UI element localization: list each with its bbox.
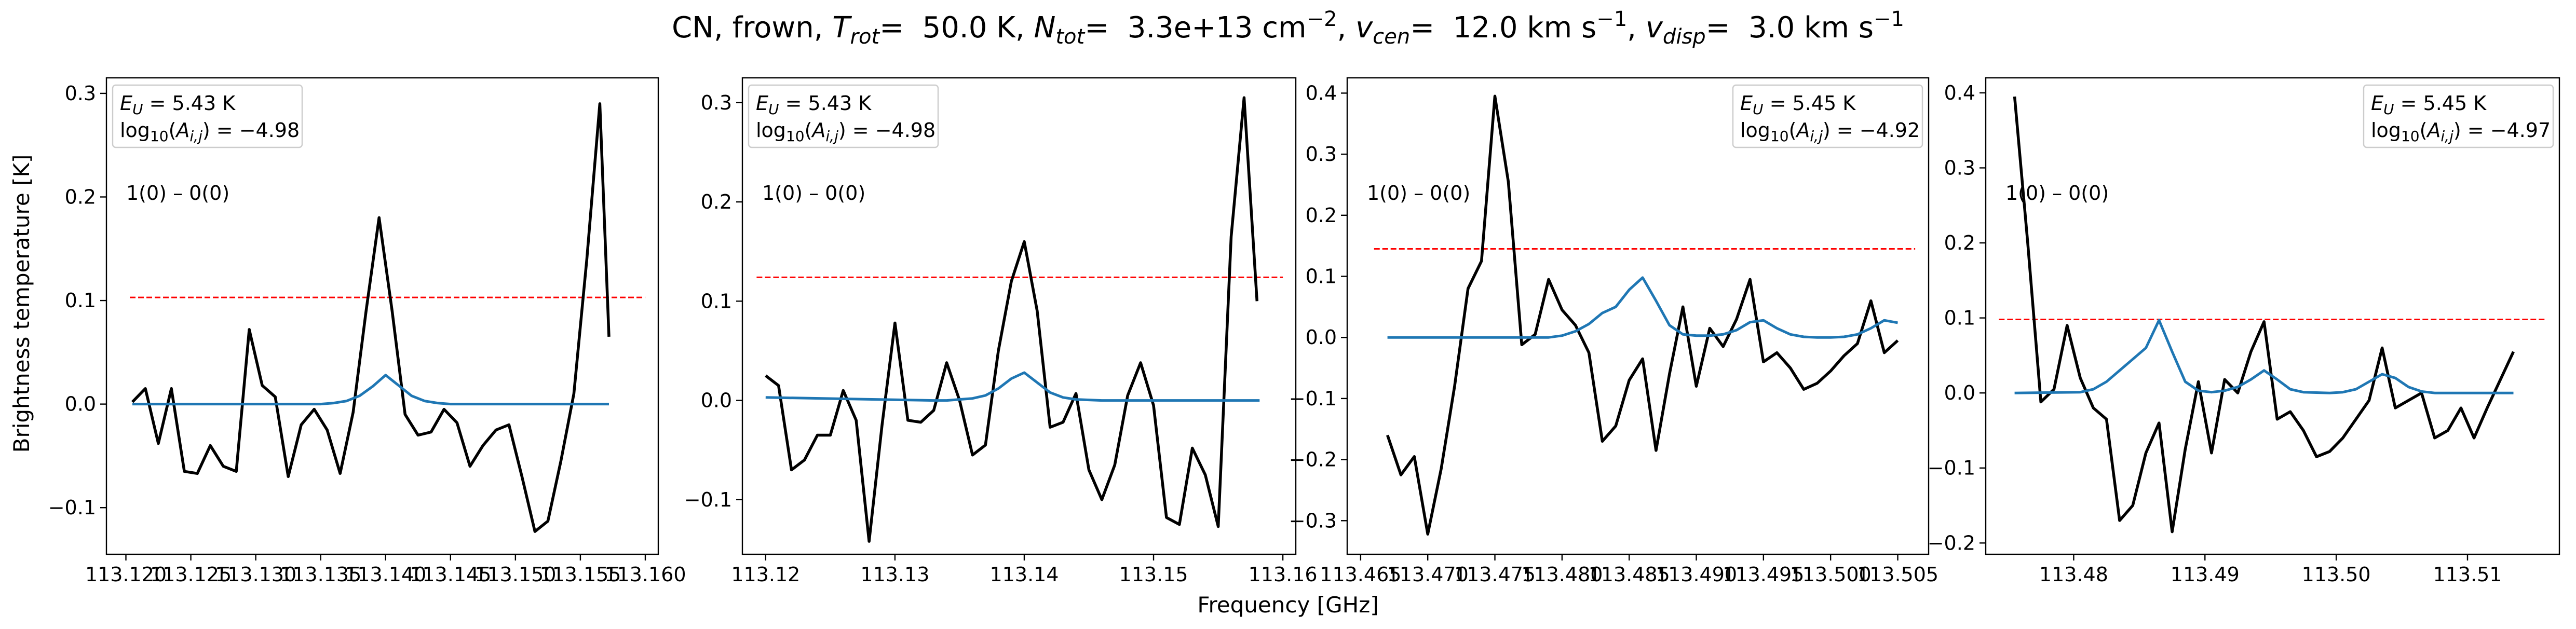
panel-3: 113.465113.470113.475113.480113.485113.4… [1289,77,1938,586]
y-tick-label: −0.1 [684,488,732,511]
axes-frame [741,77,1297,555]
x-tick-label: 113.155 [539,563,621,586]
y-tick-label: 0.3 [65,82,96,105]
energy-label: EU = 5.43 K [756,92,872,118]
x-tick-label: 113.470 [1387,563,1469,586]
observed-spectrum-line [1386,94,1899,536]
observed-spectrum-line [765,96,1259,543]
x-tick-label: 113.15 [1119,563,1188,586]
model-spectrum-line [765,371,1260,402]
model-spectrum-line [1387,276,1898,339]
transition-label: 1(0) – 0(0) [126,182,229,204]
axes-frame [105,77,659,555]
y-tick-label: 0.1 [1306,265,1337,288]
axes-frame [1346,77,1930,555]
y-tick-label: 0.3 [1944,156,1975,179]
panel-1: 113.120113.125113.130113.135113.140113.1… [48,77,686,586]
x-tick-label: 113.49 [2171,563,2240,586]
x-tick-label: 113.150 [474,563,556,586]
x-tick-label: 113.140 [345,563,426,586]
y-tick-label: −0.1 [1928,457,1975,480]
x-tick-label: 113.495 [1723,563,1804,586]
y-tick-label: 0.3 [1306,143,1337,166]
observed-spectrum-line [131,102,611,533]
x-tick-label: 113.135 [280,563,361,586]
x-tick-label: 113.465 [1320,563,1401,586]
panels: 113.120113.125113.130113.135113.140113.1… [48,77,2560,586]
y-tick-label: 0.4 [1944,81,1975,104]
y-tick-label: 0.2 [1306,204,1337,227]
y-tick-label: 0.1 [1944,307,1975,330]
x-tick-label: 113.51 [2433,563,2502,586]
y-tick-label: −0.1 [1289,387,1337,410]
x-tick-label: 113.505 [1857,563,1938,586]
x-tick-label: 113.490 [1656,563,1737,586]
panel-4: 113.48 113.49 113.50 113.51 −0.2 −0.1 0.0 0.1 0.… [1928,77,2560,586]
y-tick-label: −0.3 [1289,509,1337,532]
x-tick-label: 113.14 [989,563,1059,586]
x-tick-label: 113.500 [1790,563,1872,586]
y-tick-label: 0.2 [1944,231,1975,254]
axes-frame [1985,77,2560,555]
energy-label: EU = 5.43 K [120,92,236,118]
model-spectrum-line [132,374,609,406]
y-tick-label: 0.3 [701,91,732,114]
y-tick-label: 0.4 [1306,81,1337,104]
observed-spectrum-line [2013,96,2515,534]
einstein-a-label: log10(Ai,j) = −4.98 [120,119,300,145]
energy-label: EU = 5.45 K [2371,92,2487,118]
energy-label: EU = 5.45 K [1740,92,1856,118]
x-tick-label: 113.145 [410,563,491,586]
transition-label: 1(0) – 0(0) [2005,182,2109,204]
y-tick-label: −0.2 [1928,531,1975,554]
figure-title: CN, frown, Trot= 50.0 K, Ntot= 3.3e+13 c… [672,7,1904,49]
y-tick-label: 0.1 [701,290,732,312]
x-tick-label: 113.120 [85,563,167,586]
x-tick-label: 113.13 [860,563,929,586]
y-tick-label: 0.0 [65,393,96,416]
x-tick-label: 113.480 [1521,563,1603,586]
x-tick-label: 113.12 [731,563,800,586]
y-tick-label: 0.1 [65,289,96,312]
y-axis-label: Brightness temperature [K] [9,155,34,453]
einstein-a-label: log10(Ai,j) = −4.97 [2371,119,2551,145]
transition-label: 1(0) – 0(0) [762,182,865,204]
y-tick-label: 0.0 [1306,326,1337,349]
x-tick-label: 113.125 [150,563,232,586]
model-spectrum-line [2014,319,2514,394]
x-axis-label: Frequency [GHz] [1197,592,1378,618]
x-tick-label: 113.130 [215,563,296,586]
panel-2: 113.12 113.13 113.14 113.15 113.16 −0.1 0.0 0.1… [684,77,1318,586]
x-tick-label: 113.475 [1454,563,1536,586]
x-tick-label: 113.160 [604,563,686,586]
x-tick-label: 113.16 [1249,563,1318,586]
y-tick-label: 0.0 [701,389,732,412]
y-tick-label: 0.0 [1944,381,1975,404]
y-tick-label: −0.2 [1289,448,1337,471]
transition-label: 1(0) – 0(0) [1367,182,1470,204]
x-tick-label: 113.50 [2302,563,2371,586]
y-tick-label: 0.2 [65,186,96,209]
y-tick-label: 0.2 [701,190,732,213]
x-tick-label: 113.485 [1589,563,1670,586]
x-tick-label: 113.48 [2039,563,2108,586]
einstein-a-label: log10(Ai,j) = −4.98 [756,119,936,145]
y-tick-label: −0.1 [48,496,96,519]
einstein-a-label: log10(Ai,j) = −4.92 [1740,119,1920,145]
